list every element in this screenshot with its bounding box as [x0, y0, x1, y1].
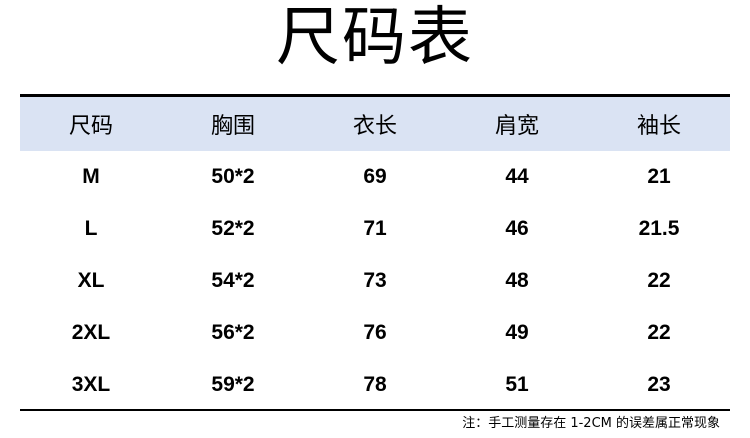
page-title: 尺码表	[276, 1, 474, 75]
table-cell: 56*2	[211, 321, 255, 344]
table-row: 3XL 59*2 78 51 23	[20, 359, 730, 411]
table-row: M 50*2 69 44 21	[20, 151, 730, 203]
table-row: L 52*2 71 46 21.5	[20, 203, 730, 255]
table-row: 2XL 56*2 76 49 22	[20, 307, 730, 359]
table-cell: 73	[363, 269, 387, 292]
table-cell: 76	[363, 321, 387, 344]
table-cell: L	[84, 217, 98, 240]
table-cell: XL	[77, 269, 105, 292]
table-cell: 50*2	[211, 165, 255, 188]
table-cell: 69	[363, 165, 387, 188]
table-cell: 22	[647, 321, 671, 344]
header-length: 衣长	[352, 114, 397, 139]
table-cell: 44	[505, 165, 529, 188]
table-cell: 21	[647, 165, 671, 188]
table-cell: 21.5	[638, 217, 680, 240]
table-cell: 71	[363, 217, 387, 240]
table-cell: 3XL	[71, 373, 111, 396]
table-row: XL 54*2 73 48 22	[20, 255, 730, 307]
table-cell: 48	[505, 269, 529, 292]
table-cell: 51	[505, 373, 529, 396]
table-cell: 46	[505, 217, 529, 240]
header-chest: 胸围	[210, 114, 255, 139]
table-cell: 22	[647, 269, 671, 292]
table-cell: 52*2	[211, 217, 255, 240]
bottom-divider	[20, 409, 730, 411]
table-cell: M	[82, 165, 100, 188]
table-cell: 78	[363, 373, 387, 396]
table-cell: 54*2	[211, 269, 255, 292]
header-sleeve: 袖长	[636, 114, 681, 139]
table-cell: 23	[647, 373, 671, 396]
table-cell: 2XL	[71, 321, 111, 344]
table-cell: 59*2	[211, 373, 255, 396]
table-header-row: 尺码 胸围 衣长 肩宽 袖长	[20, 97, 730, 151]
header-shoulder: 肩宽	[494, 114, 539, 139]
header-size: 尺码	[68, 114, 113, 139]
footnote: 注：手工测量存在 1-2CM 的误差属正常现象	[462, 416, 720, 431]
table-cell: 49	[505, 321, 529, 344]
size-table: 尺码 胸围 衣长 肩宽 袖长 M 50*2 69 44 21 L 52*2 71 46 21.5 X…	[20, 94, 730, 411]
